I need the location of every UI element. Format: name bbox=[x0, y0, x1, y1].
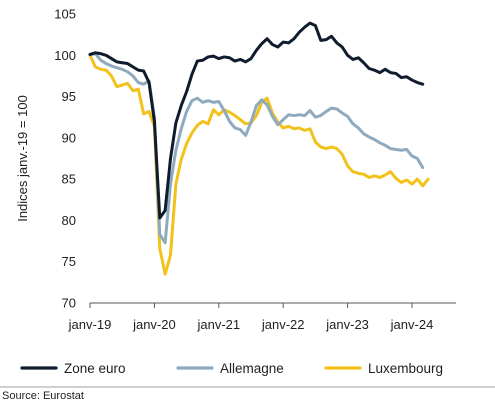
y-tick-label: 75 bbox=[62, 254, 76, 269]
series-line-luxembourg bbox=[88, 53, 430, 276]
legend: Zone euro Allemagne Luxembourg bbox=[20, 361, 443, 376]
y-tick-label: 80 bbox=[62, 213, 76, 228]
source-note: Source: Eurostat bbox=[2, 390, 84, 402]
x-tick-label: janv-19 bbox=[68, 317, 112, 332]
x-tick-label: janv-20 bbox=[132, 317, 176, 332]
x-axis-ticks: janv-19 janv-20 janv-21 janv-22 janv-23 janv-… bbox=[68, 303, 434, 332]
y-tick-label: 105 bbox=[54, 7, 76, 22]
y-axis-title: Indices janv.-19 = 100 bbox=[15, 95, 30, 222]
y-axis-ticks: 70 75 80 85 90 95 100 105 bbox=[54, 7, 76, 311]
series-line-zone-euro bbox=[88, 21, 425, 220]
legend-label: Zone euro bbox=[64, 361, 126, 376]
y-tick-label: 70 bbox=[62, 296, 76, 311]
series-line-allemagne bbox=[88, 52, 425, 245]
series-lines bbox=[88, 21, 430, 276]
y-tick-label: 95 bbox=[62, 89, 76, 104]
x-tick-label: janv-23 bbox=[325, 317, 369, 332]
x-tick-label: janv-21 bbox=[196, 317, 240, 332]
x-tick-label: janv-24 bbox=[390, 317, 434, 332]
x-tick-label: janv-22 bbox=[261, 317, 305, 332]
y-tick-label: 90 bbox=[62, 130, 76, 145]
y-tick-label: 85 bbox=[62, 172, 76, 187]
legend-label: Luxembourg bbox=[368, 361, 443, 376]
y-tick-label: 100 bbox=[54, 48, 76, 63]
legend-label: Allemagne bbox=[220, 361, 284, 376]
